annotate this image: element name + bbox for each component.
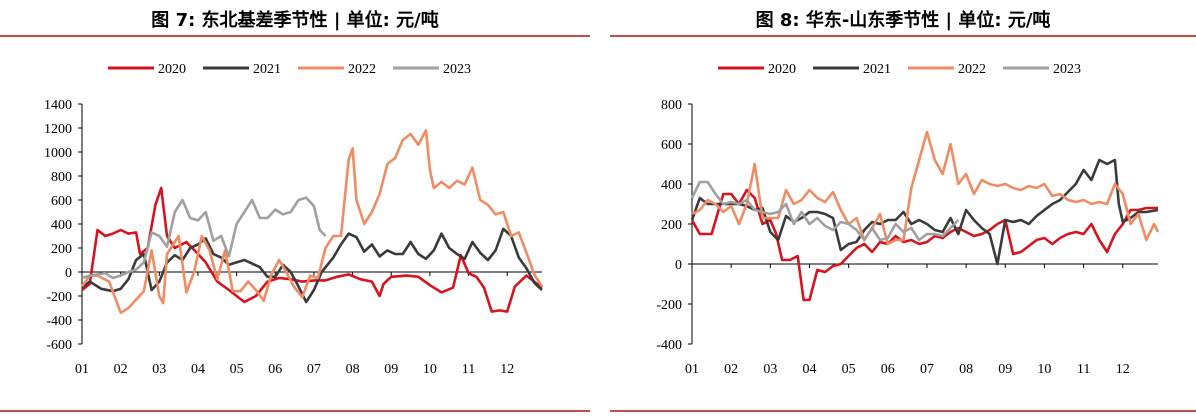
title-rule	[0, 35, 590, 37]
legend-label: 2022	[348, 62, 376, 77]
x-axis-ticks: 01 02 03 04 05 06 07 08 09 10 11 12	[75, 272, 514, 377]
x-tick-label: 01	[75, 362, 89, 377]
chart-title: 图 7: 东北基差季节性 | 单位: 元/吨	[151, 10, 439, 31]
series-lines	[690, 130, 1160, 302]
legend-item-2021: 2021	[813, 62, 891, 77]
series-line-2022	[80, 129, 544, 315]
y-tick-label: 800	[661, 98, 682, 113]
y-tick-label: 600	[661, 138, 682, 153]
legend-label: 2021	[863, 62, 891, 77]
x-tick-label: 04	[802, 362, 816, 377]
legend-label: 2021	[253, 62, 281, 77]
chart-panel-east-shandong: 图 8: 华东-山东季节性 | 单位: 元/吨 2020 2021 2022 2023…	[610, 0, 1196, 417]
x-tick-label: 12	[1116, 362, 1130, 377]
chart-panel-northeast: 图 7: 东北基差季节性 | 单位: 元/吨 2020 2021 2022 2023 1…	[0, 0, 590, 417]
series-line-2021	[690, 158, 1159, 266]
x-tick-label: 05	[842, 362, 856, 377]
bottom-rule	[610, 410, 1196, 412]
y-tick-label: 1400	[44, 98, 72, 113]
legend-item-2020: 2020	[108, 62, 186, 77]
legend-label: 2022	[958, 62, 986, 77]
y-axis-ticks: 800 600 400 200 0 -200 -400	[656, 98, 692, 353]
y-tick-label: 600	[51, 194, 72, 209]
y-tick-label: -200	[656, 298, 682, 313]
x-tick-label: 08	[346, 362, 360, 377]
legend-label: 2020	[768, 62, 796, 77]
series-line-2022	[691, 130, 1160, 246]
x-tick-label: 04	[191, 362, 205, 377]
legend-item-2022: 2022	[908, 62, 986, 77]
x-tick-label: 07	[920, 362, 934, 377]
x-tick-label: 02	[114, 362, 128, 377]
legend-item-2020: 2020	[718, 62, 796, 77]
legend-label: 2023	[1053, 62, 1081, 77]
bottom-rule	[0, 410, 590, 412]
x-tick-label: 03	[763, 362, 777, 377]
legend-item-2021: 2021	[203, 62, 281, 77]
chart-northeast-basis: 2020 2021 2022 2023 1400 1200 1000 800 600 400 200…	[44, 62, 544, 377]
y-tick-label: 0	[65, 266, 72, 281]
x-tick-label: 01	[685, 362, 699, 377]
x-tick-label: 09	[384, 362, 398, 377]
x-axis-ticks: 01 02 03 04 05 06 07 08 09 10 11 12	[685, 264, 1130, 377]
series-line-2023	[81, 196, 327, 280]
y-tick-label: 400	[661, 178, 682, 193]
series-lines	[80, 129, 544, 315]
x-tick-label: 03	[152, 362, 166, 377]
x-tick-label: 07	[307, 362, 321, 377]
legend: 2020 2021 2022 2023	[108, 62, 471, 77]
series-line-2020	[690, 188, 1158, 302]
x-tick-label: 06	[268, 362, 282, 377]
legend-item-2023: 2023	[1003, 62, 1081, 77]
x-tick-label: 11	[1077, 362, 1090, 377]
x-tick-label: 10	[1037, 362, 1051, 377]
y-tick-label: -600	[46, 338, 72, 353]
y-tick-label: 200	[661, 218, 682, 233]
series-line-2021	[81, 227, 543, 304]
x-tick-label: 09	[998, 362, 1012, 377]
y-tick-label: 200	[51, 242, 72, 257]
chart-title: 图 8: 华东-山东季节性 | 单位: 元/吨	[755, 10, 1051, 31]
x-tick-label: 06	[881, 362, 895, 377]
x-tick-label: 10	[423, 362, 437, 377]
legend-label: 2020	[158, 62, 186, 77]
legend-item-2022: 2022	[298, 62, 376, 77]
legend: 2020 2021 2022 2023	[718, 62, 1081, 77]
y-tick-label: 400	[51, 218, 72, 233]
y-tick-label: 0	[675, 258, 682, 273]
y-tick-label: -200	[46, 290, 72, 305]
y-tick-label: 1200	[44, 122, 72, 137]
x-tick-label: 08	[959, 362, 973, 377]
y-tick-label: 1000	[44, 146, 72, 161]
x-tick-label: 11	[462, 362, 475, 377]
x-tick-label: 12	[500, 362, 514, 377]
title-rule	[610, 35, 1196, 37]
y-axis-ticks: 1400 1200 1000 800 600 400 200 0 -200 -400 -600	[44, 98, 82, 353]
series-line-2023	[690, 180, 960, 242]
legend-label: 2023	[443, 62, 471, 77]
legend-item-2023: 2023	[393, 62, 471, 77]
y-tick-label: -400	[656, 338, 682, 353]
x-tick-label: 05	[230, 362, 244, 377]
y-tick-label: 800	[51, 170, 72, 185]
x-tick-label: 02	[724, 362, 738, 377]
y-tick-label: -400	[46, 314, 72, 329]
